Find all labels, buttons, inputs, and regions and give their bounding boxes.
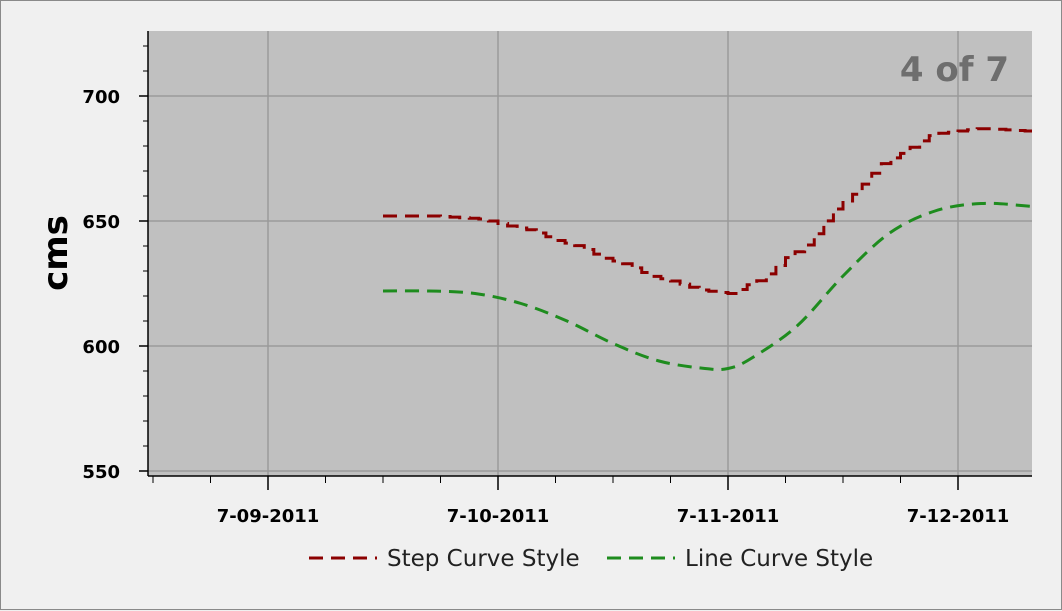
x-tick-label: 7-11-2011 bbox=[677, 506, 780, 527]
y-tick-label: 600 bbox=[82, 337, 120, 358]
y-tick-label: 550 bbox=[82, 462, 120, 483]
y-tick-label: 650 bbox=[82, 212, 120, 233]
line-curve-series bbox=[382, 201, 1032, 372]
x-tick-label: 7-09-2011 bbox=[217, 506, 320, 527]
x-tick-label: 7-10-2011 bbox=[447, 506, 550, 527]
x-tick-label: 7-12-2011 bbox=[907, 506, 1010, 527]
legend-line-curve-label: Line Curve Style bbox=[685, 546, 873, 572]
page-indicator: 4 of 7 bbox=[900, 50, 1009, 90]
y-tick-label: 700 bbox=[82, 87, 120, 108]
legend-step-curve-label: Step Curve Style bbox=[387, 546, 580, 572]
y-axis-label: cms bbox=[36, 215, 76, 291]
plot-area bbox=[148, 31, 1032, 476]
step-curve-series bbox=[383, 127, 1032, 295]
